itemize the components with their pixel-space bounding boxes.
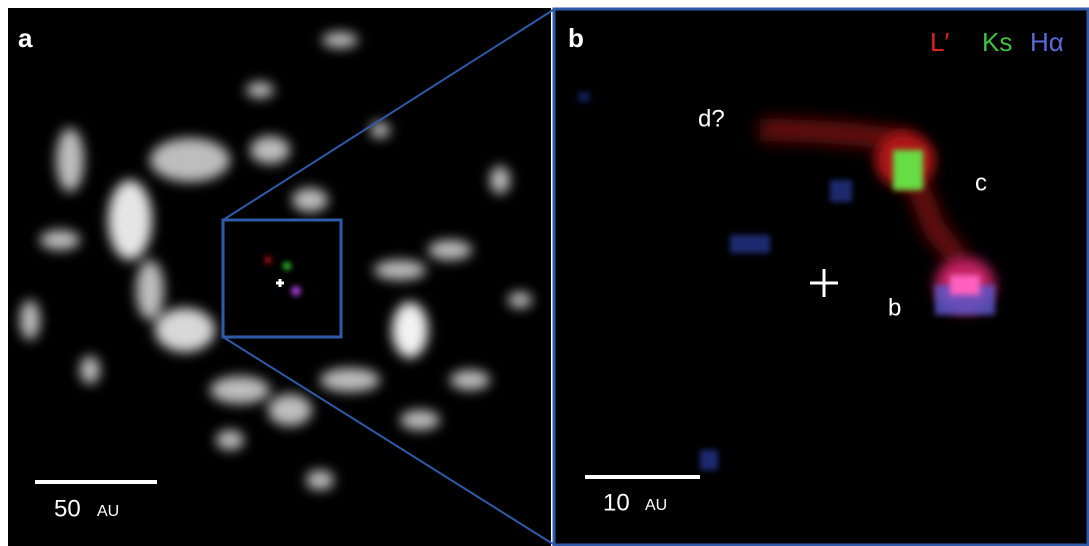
panel-a-background (8, 8, 551, 546)
panel-label: b (568, 23, 584, 53)
disk-image (20, 32, 532, 490)
scale-unit: AU (645, 497, 667, 514)
zoom-line (222, 9, 554, 221)
legend-entry: Hα (1030, 27, 1064, 57)
scale-value: 50 (54, 495, 81, 522)
scale-value: 10 (603, 489, 630, 516)
zoom-box (221, 218, 343, 339)
panel-b: b L′ Ks Hα d? c b 10 AU (552, 7, 1089, 546)
annotation: b (888, 294, 901, 321)
panel-a: a 50 AU (8, 8, 551, 546)
panel-b-background (552, 7, 1089, 546)
planets-small (264, 256, 301, 296)
panel-label: a (18, 23, 33, 53)
zoom-line (222, 336, 554, 545)
annotation: c (975, 169, 987, 196)
annotation: d? (698, 105, 725, 132)
legend-entry: Ks (982, 27, 1012, 57)
legend-entry: L′ (930, 27, 949, 57)
zoom-image (578, 92, 995, 470)
scale-unit: AU (97, 503, 119, 520)
